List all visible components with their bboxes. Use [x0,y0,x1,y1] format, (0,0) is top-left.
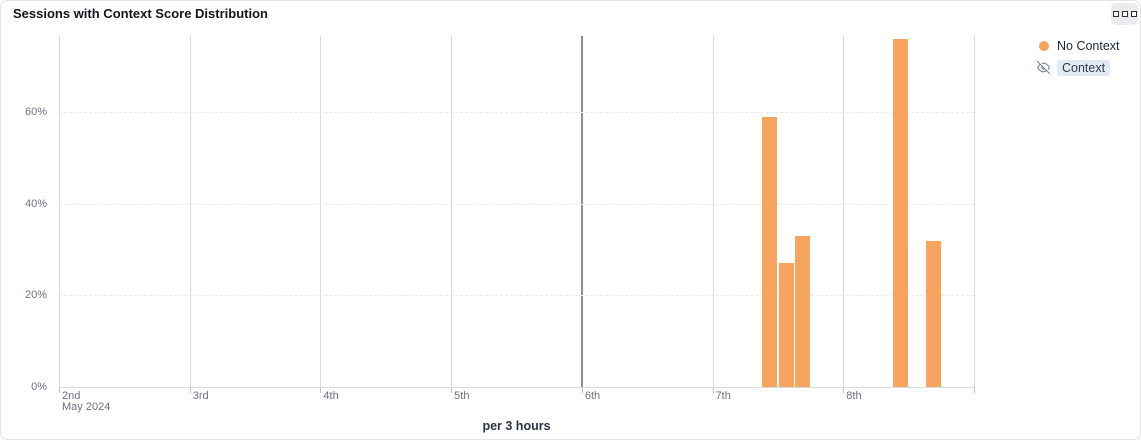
legend-item-no-context[interactable]: No Context [1037,37,1120,54]
percent-gridline [59,112,974,114]
x-axis-tick [320,387,322,393]
grid-squares-icon [1121,11,1128,17]
y-axis-tick-label: 20% [24,289,47,302]
x-axis-tick [974,387,975,393]
percent-gridline [59,295,974,297]
day-gridline [189,36,191,387]
x-axis-unit-label: per 3 hours [482,419,551,433]
day-gridline [451,36,453,387]
bar-no-context[interactable] [762,117,778,387]
x-axis-day-label: 5th [454,390,470,402]
bar-no-context[interactable] [925,240,941,387]
chart-title: Sessions with Context Score Distribution [13,6,268,21]
x-axis-tick [59,387,60,393]
x-axis-day-label: 8th [846,390,862,402]
bar-no-context[interactable] [892,39,908,387]
day-gridline [843,36,845,387]
x-axis-day-label: 2nd [62,390,81,402]
options-button[interactable] [1111,3,1138,25]
x-axis-tick [843,387,845,393]
day-gridline [580,36,583,387]
grid-squares-icon [1112,11,1119,17]
legend-label: Context [1057,59,1111,76]
y-axis-tick-label: 40% [24,197,47,210]
day-gridline [320,36,322,387]
x-axis-tick [189,387,191,393]
day-gridline [974,36,975,387]
percent-gridline [59,203,974,205]
x-axis-month-label: May 2024 [62,401,111,413]
y-axis-tick-label: 60% [24,106,47,119]
x-axis-day-label: 3rd [192,390,209,402]
grid-squares-icon [1130,11,1137,17]
x-axis-day-label: 6th [584,390,601,402]
x-axis-tick [451,387,453,393]
day-gridline [712,36,714,387]
x-axis-tick [712,387,714,393]
x-axis-day-label: 7th [715,390,731,402]
x-axis-line [59,387,974,388]
legend-label: No Context [1057,38,1120,53]
legend: No Context Context [1037,37,1120,76]
eye-off-icon [1037,61,1050,74]
day-gridline [59,36,60,387]
bar-no-context[interactable] [778,263,794,387]
series-dot-icon [1038,40,1049,51]
y-axis-tick-label: 0% [31,381,47,393]
legend-item-context[interactable]: Context [1037,59,1120,76]
x-axis-day-label: 4th [323,390,339,402]
x-axis-tick [581,387,583,393]
bar-no-context[interactable] [794,235,810,387]
